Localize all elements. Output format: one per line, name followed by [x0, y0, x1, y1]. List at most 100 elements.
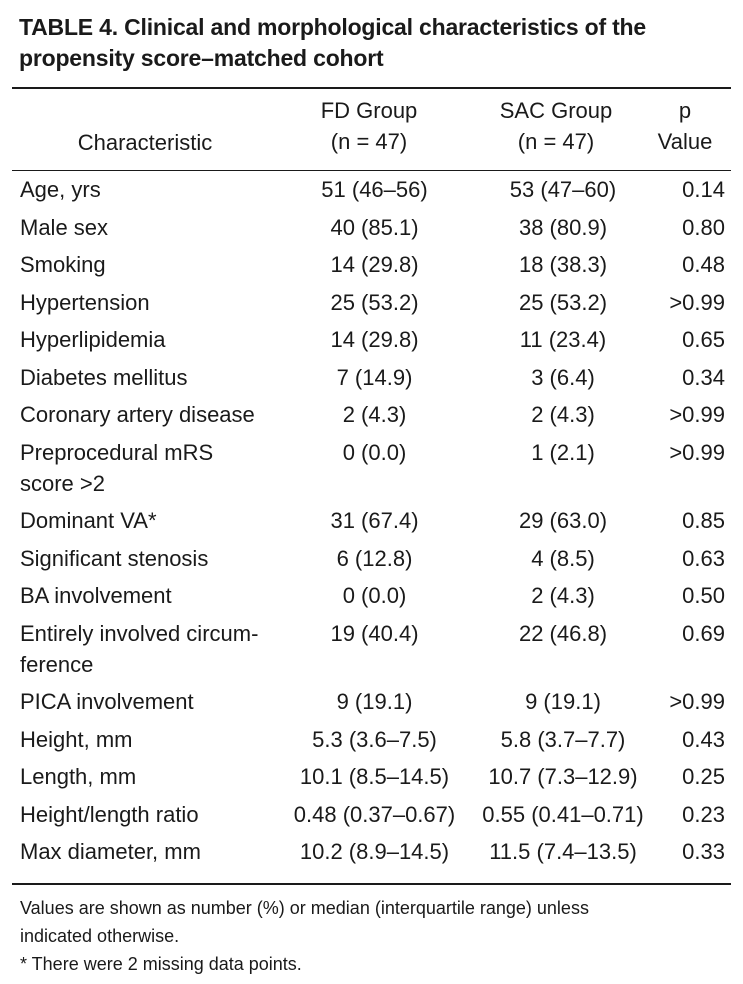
header-fd-group-name: FD Group: [320, 98, 418, 123]
cell-fd: 9 (19.1): [336, 689, 413, 714]
cell-characteristic: Hyperlipidemia: [20, 327, 166, 352]
table-row: Hyperlipidemia 14 (29.8) 11 (23.4) 0.65: [20, 324, 725, 362]
header-sac-group-n: (n = 47): [517, 129, 595, 154]
table-row: Length, mm 10.1 (8.5–14.5) 10.7 (7.3–12.…: [20, 761, 725, 799]
cell-characteristic: Preprocedural mRS score >2: [20, 437, 282, 499]
header-p-value-line-1: p: [678, 98, 692, 123]
cell-fd: 2 (4.3): [342, 402, 407, 427]
cell-p: 0.69: [682, 620, 725, 646]
cell-sac: 25 (53.2): [518, 289, 608, 315]
cell-sac: 53 (47–60): [509, 177, 617, 202]
top-rule: [12, 87, 731, 89]
cell-sac: 2 (4.3): [531, 402, 595, 427]
cell-p: >0.99: [669, 689, 725, 714]
header-fd-group-n: (n = 47): [330, 129, 408, 154]
table-row: Height/length ratio 0.48 (0.37–0.67) 0.5…: [20, 799, 725, 837]
cell-characteristic: Male sex: [20, 214, 109, 240]
cell-sac: 2 (4.3): [531, 583, 595, 608]
cell-fd: 0 (0.0): [342, 439, 407, 465]
cell-sac: 10.7 (7.3–12.9): [488, 764, 638, 789]
cell-p: 0.63: [682, 545, 725, 571]
cell-fd: 19 (40.4): [330, 620, 419, 646]
header-rule: [12, 170, 731, 171]
table-row: BA involvement 0 (0.0) 2 (4.3) 0.50: [20, 580, 725, 618]
cell-characteristic: Significant stenosis: [20, 545, 209, 571]
header-fd-group: FD Group (n = 47): [270, 95, 468, 157]
cell-sac: 5.8 (3.7–7.7): [500, 726, 626, 752]
cell-characteristic: Length, mm: [20, 764, 137, 789]
footnote-line-3: * There were 2 missing data points.: [20, 954, 302, 974]
table-row: PICA involvement 9 (19.1) 9 (19.1) >0.99: [20, 686, 725, 724]
cell-sac: 29 (63.0): [518, 508, 608, 533]
table-title-line-2: propensity score–matched cohort: [19, 45, 384, 71]
cell-p: >0.99: [669, 402, 725, 427]
cell-characteristic: Entirely involved circum- ference: [20, 618, 282, 680]
table-row: Preprocedural mRS score >2 0 (0.0) 1 (2.…: [20, 437, 725, 506]
table-row: Coronary artery disease 2 (4.3) 2 (4.3) …: [20, 399, 725, 437]
table-row: Male sex 40 (85.1) 38 (80.9) 0.80: [20, 212, 725, 250]
cell-characteristic-line-1: Entirely involved circum-: [20, 620, 259, 646]
cell-fd: 14 (29.8): [330, 327, 419, 352]
header-characteristic: Characteristic: [77, 130, 213, 155]
table-title: TABLE 4. Clinical and morphological char…: [19, 12, 719, 74]
cell-fd: 0 (0.0): [342, 583, 407, 608]
table-row: Entirely involved circum- ference 19 (40…: [20, 618, 725, 687]
table-row: Smoking 14 (29.8) 18 (38.3) 0.48: [20, 249, 725, 287]
header-p-value: p Value: [645, 95, 725, 157]
cell-sac: 11 (23.4): [519, 327, 607, 352]
cell-characteristic: Coronary artery disease: [20, 402, 255, 427]
cell-p: 0.50: [682, 583, 725, 608]
cell-characteristic-line-2: ference: [20, 651, 94, 677]
cell-characteristic: Diabetes mellitus: [20, 364, 188, 390]
table-row: Hypertension 25 (53.2) 25 (53.2) >0.99: [20, 287, 725, 325]
cell-fd: 10.2 (8.9–14.5): [299, 839, 450, 864]
cell-characteristic: PICA involvement: [20, 689, 194, 714]
cell-p: 0.65: [682, 327, 725, 352]
cell-characteristic: Age, yrs: [20, 177, 101, 202]
cell-fd: 40 (85.1): [330, 214, 419, 240]
cell-characteristic: Hypertension: [20, 289, 150, 315]
cell-fd: 25 (53.2): [330, 289, 419, 315]
cell-fd: 14 (29.8): [330, 252, 419, 277]
cell-p: 0.43: [682, 726, 725, 752]
table-title-line-1: TABLE 4. Clinical and morphological char…: [19, 14, 646, 40]
cell-characteristic: Dominant VA*: [20, 508, 157, 533]
cell-characteristic-line-2: score >2: [20, 470, 105, 496]
cell-characteristic: Height, mm: [20, 726, 133, 752]
cell-characteristic: Height/length ratio: [20, 801, 199, 827]
table-row: Age, yrs 51 (46–56) 53 (47–60) 0.14: [20, 174, 725, 212]
bottom-rule: [12, 883, 731, 885]
cell-p: 0.48: [682, 252, 725, 277]
cell-fd: 10.1 (8.5–14.5): [299, 764, 450, 789]
table-body: Age, yrs 51 (46–56) 53 (47–60) 0.14 Male…: [20, 174, 725, 874]
table-row: Diabetes mellitus 7 (14.9) 3 (6.4) 0.34: [20, 362, 725, 400]
cell-p: 0.80: [682, 214, 725, 240]
cell-characteristic-line-1: Preprocedural mRS: [20, 439, 214, 465]
cell-p: >0.99: [669, 439, 725, 465]
cell-characteristic: Smoking: [20, 252, 106, 277]
cell-fd: 5.3 (3.6–7.5): [312, 726, 437, 752]
cell-p: >0.99: [669, 289, 725, 315]
cell-p: 0.33: [682, 839, 725, 864]
cell-p: 0.85: [682, 508, 725, 533]
cell-characteristic: Max diameter, mm: [20, 839, 201, 864]
cell-characteristic: BA involvement: [20, 583, 172, 608]
cell-fd: 6 (12.8): [336, 545, 413, 571]
cell-p: 0.14: [682, 177, 725, 202]
cell-p: 0.34: [682, 364, 725, 390]
cell-sac: 1 (2.1): [531, 439, 595, 465]
cell-fd: 51 (46–56): [321, 177, 428, 202]
cell-sac: 18 (38.3): [518, 252, 608, 277]
footnote-line-1: Values are shown as number (%) or median…: [20, 898, 589, 918]
cell-fd: 0.48 (0.37–0.67): [293, 801, 456, 827]
header-sac-group: SAC Group (n = 47): [460, 95, 652, 157]
header-p-value-line-2: Value: [657, 129, 713, 154]
table-row: Height, mm 5.3 (3.6–7.5) 5.8 (3.7–7.7) 0…: [20, 724, 725, 762]
header-sac-group-name: SAC Group: [499, 98, 613, 123]
table-footnotes: Values are shown as number (%) or median…: [20, 894, 720, 978]
table-row: Significant stenosis 6 (12.8) 4 (8.5) 0.…: [20, 543, 725, 581]
table-row: Dominant VA* 31 (67.4) 29 (63.0) 0.85: [20, 505, 725, 543]
cell-fd: 7 (14.9): [336, 364, 413, 390]
cell-sac: 38 (80.9): [518, 214, 608, 240]
cell-p: 0.25: [682, 764, 725, 789]
